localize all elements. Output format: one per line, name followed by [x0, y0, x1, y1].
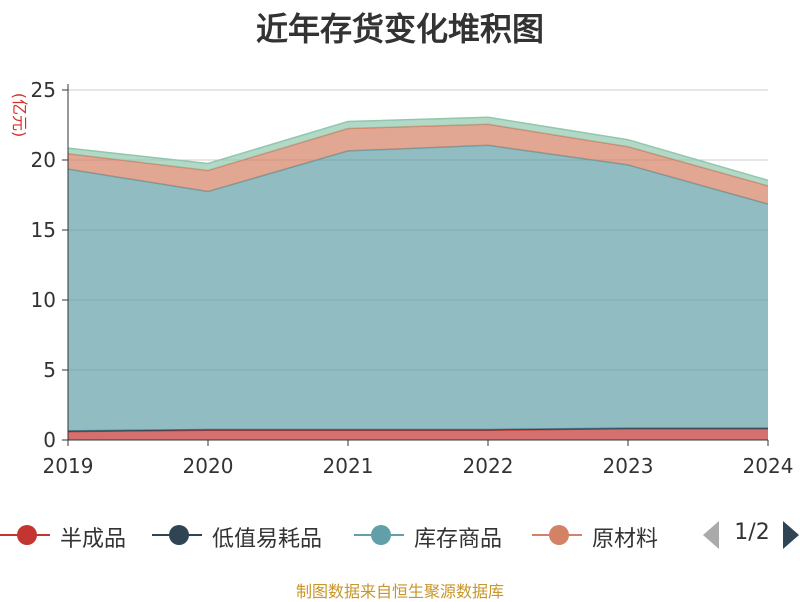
source-note: 制图数据来自恒生聚源数据库: [295, 582, 504, 601]
y-unit-label: (亿元): [10, 93, 29, 138]
legend-item-inventory-goods[interactable]: 库存商品: [354, 515, 519, 555]
legend-label: 低值易耗品: [212, 527, 323, 552]
area-series-3: [68, 124, 768, 205]
y-tick-label: 25: [31, 78, 56, 102]
legend-item-semi-finished[interactable]: 半成品: [0, 515, 140, 555]
legend-marker-icon: [152, 525, 202, 545]
legend-item-raw-materials[interactable]: 原材料: [532, 515, 672, 555]
legend-label: 原材料: [592, 527, 659, 552]
legend-page-indicator: 1/2: [734, 520, 770, 545]
y-tick-label: 15: [31, 218, 56, 242]
x-tick-label: 2023: [603, 454, 654, 478]
y-tick-label: 0: [43, 428, 56, 452]
x-tick-label: 2024: [743, 454, 794, 478]
y-tick-label: 10: [31, 288, 56, 312]
y-tick-label: 5: [43, 358, 56, 382]
area-series-0: [68, 428, 768, 440]
legend-marker-icon: [354, 525, 404, 545]
y-tick-label: 20: [31, 148, 56, 172]
legend-marker-icon: [532, 525, 582, 545]
x-tick-label: 2020: [183, 454, 234, 478]
chart-title: 近年存货变化堆积图: [255, 10, 544, 48]
legend-label: 库存商品: [414, 527, 503, 552]
x-tick-label: 2022: [463, 454, 514, 478]
legend-marker-icon: [0, 525, 50, 545]
legend-next-page-icon[interactable]: [783, 521, 799, 549]
x-tick-label: 2021: [323, 454, 374, 478]
series-line-4: [67, 116, 769, 182]
legend: 半成品 低值易耗品 库存商品 原材料: [0, 515, 800, 555]
area-series-2: [68, 145, 768, 431]
x-tick-label: 2019: [43, 454, 94, 478]
legend-item-low-value-consumables[interactable]: 低值易耗品: [152, 515, 342, 555]
legend-label: 半成品: [60, 527, 127, 552]
legend-prev-page-icon[interactable]: [703, 521, 719, 549]
